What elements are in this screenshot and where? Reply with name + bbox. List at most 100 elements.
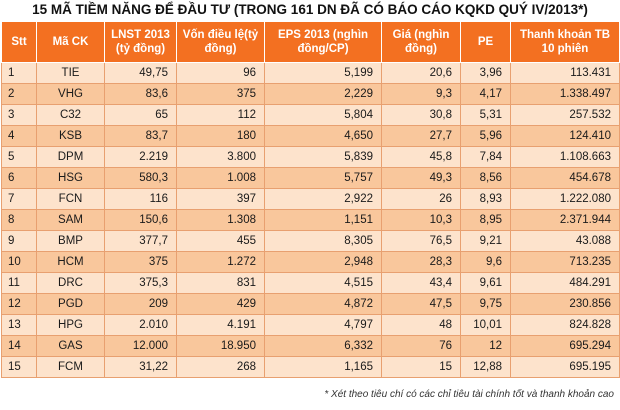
cell-lnst: 377,7	[104, 230, 177, 252]
cell-ma-ck: KSB	[36, 125, 105, 147]
cell-pe: 5,96	[460, 125, 511, 147]
cell-von-dieu-le: 397	[176, 188, 265, 210]
cell-ma-ck: DPM	[36, 146, 105, 168]
cell-eps: 5,839	[264, 146, 382, 168]
cell-pe: 9,61	[460, 272, 511, 294]
cell-gia: 48	[381, 314, 461, 336]
cell-pe: 4,17	[460, 83, 511, 105]
cell-eps: 1,165	[264, 356, 382, 378]
cell-pe: 7,84	[460, 146, 511, 168]
cell-stt: 14	[1, 335, 37, 357]
header-eps: EPS 2013 (nghìn đồng/CP)	[264, 21, 382, 63]
cell-stt: 5	[1, 146, 37, 168]
cell-ma-ck: C32	[36, 104, 105, 126]
cell-lnst: 580,3	[104, 167, 177, 189]
cell-ma-ck: DRC	[36, 272, 105, 294]
cell-von-dieu-le: 18.950	[176, 335, 265, 357]
cell-thanh-khoan: 454.678	[510, 167, 620, 189]
table-row: 13 HPG 2.010 4.191 4,797 48 10,01 824.828	[1, 314, 620, 336]
cell-ma-ck: FCN	[36, 188, 105, 210]
cell-gia: 28,3	[381, 251, 461, 273]
cell-eps: 4,872	[264, 293, 382, 315]
cell-gia: 30,8	[381, 104, 461, 126]
table-row: 4 KSB 83,7 180 4,650 27,7 5,96 124.410	[1, 125, 620, 147]
cell-von-dieu-le: 1.272	[176, 251, 265, 273]
cell-eps: 1,151	[264, 209, 382, 231]
cell-pe: 9,75	[460, 293, 511, 315]
header-pe: PE	[460, 21, 511, 63]
cell-thanh-khoan: 1.222.080	[510, 188, 620, 210]
cell-stt: 9	[1, 230, 37, 252]
cell-von-dieu-le: 4.191	[176, 314, 265, 336]
cell-eps: 5,804	[264, 104, 382, 126]
table-row: 3 C32 65 112 5,804 30,8 5,31 257.532	[1, 104, 620, 126]
cell-thanh-khoan: 1.108.663	[510, 146, 620, 168]
cell-von-dieu-le: 455	[176, 230, 265, 252]
cell-lnst: 2.219	[104, 146, 177, 168]
cell-gia: 10,3	[381, 209, 461, 231]
cell-thanh-khoan: 2.371.944	[510, 209, 620, 231]
cell-pe: 9,21	[460, 230, 511, 252]
cell-thanh-khoan: 484.291	[510, 272, 620, 294]
table-row: 14 GAS 12.000 18.950 6,332 76 12 695.294	[1, 335, 620, 357]
cell-thanh-khoan: 230.856	[510, 293, 620, 315]
cell-eps: 5,199	[264, 62, 382, 84]
cell-stt: 7	[1, 188, 37, 210]
cell-gia: 9,3	[381, 83, 461, 105]
header-stt: Stt	[1, 21, 37, 63]
cell-stt: 1	[1, 62, 37, 84]
cell-eps: 2,922	[264, 188, 382, 210]
cell-pe: 12	[460, 335, 511, 357]
cell-ma-ck: HPG	[36, 314, 105, 336]
header-lnst: LNST 2013 (tỷ đồng)	[104, 21, 177, 63]
cell-thanh-khoan: 43.088	[510, 230, 620, 252]
cell-stt: 13	[1, 314, 37, 336]
cell-eps: 5,757	[264, 167, 382, 189]
cell-von-dieu-le: 831	[176, 272, 265, 294]
cell-von-dieu-le: 180	[176, 125, 265, 147]
cell-eps: 4,797	[264, 314, 382, 336]
header-von-dieu-le: Vốn điều lệ(tỷ đồng)	[176, 21, 265, 63]
table-row: 5 DPM 2.219 3.800 5,839 45,8 7,84 1.108.663	[1, 146, 620, 168]
cell-ma-ck: HSG	[36, 167, 105, 189]
cell-von-dieu-le: 96	[176, 62, 265, 84]
header-row: Stt Mã CK LNST 2013 (tỷ đồng) Vốn điều l…	[1, 21, 620, 63]
cell-pe: 10,01	[460, 314, 511, 336]
cell-eps: 8,305	[264, 230, 382, 252]
cell-gia: 76,5	[381, 230, 461, 252]
cell-eps: 2,229	[264, 83, 382, 105]
cell-ma-ck: PGD	[36, 293, 105, 315]
table-row: 10 HCM 375 1.272 2,948 28,3 9,6 713.235	[1, 251, 620, 273]
cell-von-dieu-le: 268	[176, 356, 265, 378]
cell-thanh-khoan: 695.294	[510, 335, 620, 357]
header-thanh-khoan: Thanh khoản TB 10 phiên	[510, 21, 620, 63]
cell-ma-ck: FCM	[36, 356, 105, 378]
cell-stt: 6	[1, 167, 37, 189]
header-ma-ck: Mã CK	[36, 21, 105, 63]
cell-pe: 12,88	[460, 356, 511, 378]
cell-lnst: 2.010	[104, 314, 177, 336]
cell-pe: 8,56	[460, 167, 511, 189]
cell-gia: 20,6	[381, 62, 461, 84]
cell-ma-ck: VHG	[36, 83, 105, 105]
cell-pe: 8,93	[460, 188, 511, 210]
cell-thanh-khoan: 257.532	[510, 104, 620, 126]
cell-gia: 15	[381, 356, 461, 378]
cell-stt: 3	[1, 104, 37, 126]
cell-gia: 49,3	[381, 167, 461, 189]
cell-lnst: 209	[104, 293, 177, 315]
cell-thanh-khoan: 824.828	[510, 314, 620, 336]
cell-gia: 26	[381, 188, 461, 210]
cell-thanh-khoan: 124.410	[510, 125, 620, 147]
cell-stt: 10	[1, 251, 37, 273]
cell-eps: 4,650	[264, 125, 382, 147]
cell-gia: 47,5	[381, 293, 461, 315]
cell-stt: 2	[1, 83, 37, 105]
table-body: 1 TIE 49,75 96 5,199 20,6 3,96 113.431 2 VHG 83,6 3…	[1, 62, 620, 378]
cell-lnst: 83,6	[104, 83, 177, 105]
cell-pe: 9,6	[460, 251, 511, 273]
footnote: * Xét theo tiêu chí có các chỉ tiêu tài …	[324, 389, 614, 400]
cell-gia: 27,7	[381, 125, 461, 147]
cell-lnst: 375	[104, 251, 177, 273]
table-row: 2 VHG 83,6 375 2,229 9,3 4,17 1.338.497	[1, 83, 620, 105]
